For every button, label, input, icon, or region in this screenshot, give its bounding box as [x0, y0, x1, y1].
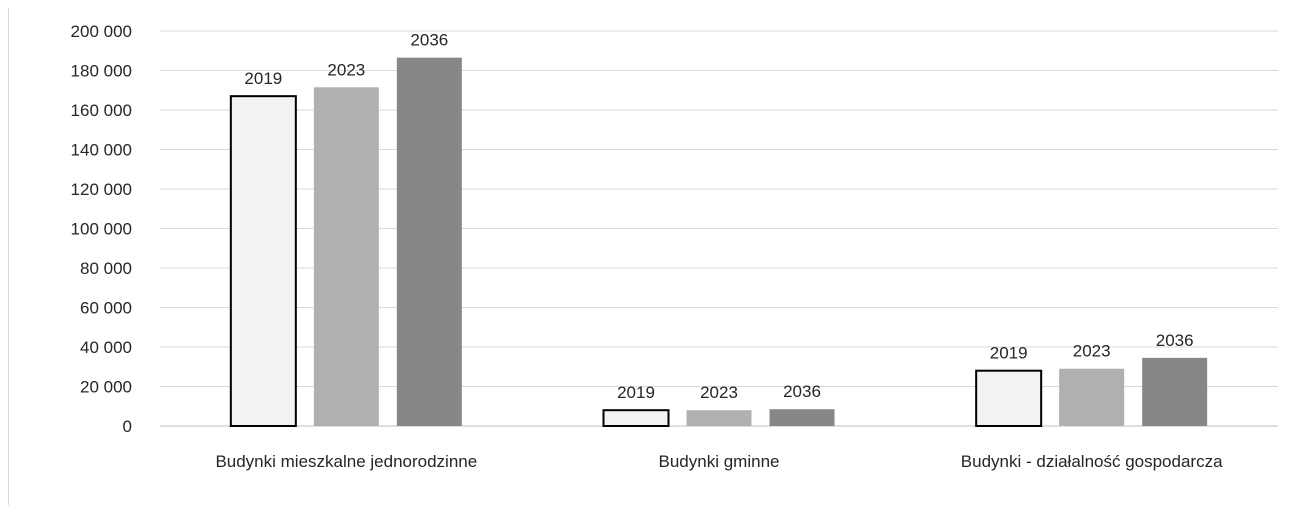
data-label: 2036 [410, 31, 448, 50]
bars [229, 57, 1208, 428]
y-tick-label: 20 000 [80, 378, 132, 397]
data-label: 2023 [327, 60, 365, 79]
y-tick-label: 120 000 [71, 180, 132, 199]
data-label: 2019 [617, 383, 655, 402]
bar-2023 [313, 87, 379, 426]
bar-2023 [1059, 368, 1125, 426]
y-tick-label: 140 000 [71, 141, 132, 160]
y-tick-label: 80 000 [80, 259, 132, 278]
y-tick-label: 180 000 [71, 62, 132, 81]
y-tick-label: 40 000 [80, 338, 132, 357]
bar-2019 [229, 95, 297, 428]
category-labels: Budynki mieszkalne jednorodzinne Budynki … [215, 452, 1223, 471]
y-axis-ticks: 0 20 000 40 000 60 000 80 000 100 000 120 000 1… [71, 22, 132, 436]
bar-2019 [602, 409, 670, 428]
bar-2036 [1142, 357, 1208, 426]
data-label: 2019 [244, 69, 282, 88]
data-label: 2019 [990, 344, 1028, 363]
bar-2019 [975, 369, 1043, 428]
bar-2036 [769, 409, 835, 426]
category-label: Budynki - działalność gospodarcza [961, 452, 1223, 471]
chart-frame [8, 8, 1310, 505]
data-label: 2036 [783, 382, 821, 401]
bar-2036 [396, 57, 462, 426]
category-label: Budynki mieszkalne jednorodzinne [215, 452, 477, 471]
data-label: 2023 [700, 383, 738, 402]
y-tick-label: 60 000 [80, 299, 132, 318]
bar-2023 [686, 410, 752, 426]
y-tick-label: 100 000 [71, 220, 132, 239]
data-label: 2023 [1073, 342, 1111, 361]
y-tick-label: 0 [123, 417, 132, 436]
data-label: 2036 [1156, 331, 1194, 350]
y-tick-label: 160 000 [71, 101, 132, 120]
data-labels: 2019 2023 2036 2019 2023 2036 2019 2023 2036 [244, 31, 1193, 403]
y-tick-label: 200 000 [71, 22, 132, 41]
category-label: Budynki gminne [659, 452, 780, 471]
